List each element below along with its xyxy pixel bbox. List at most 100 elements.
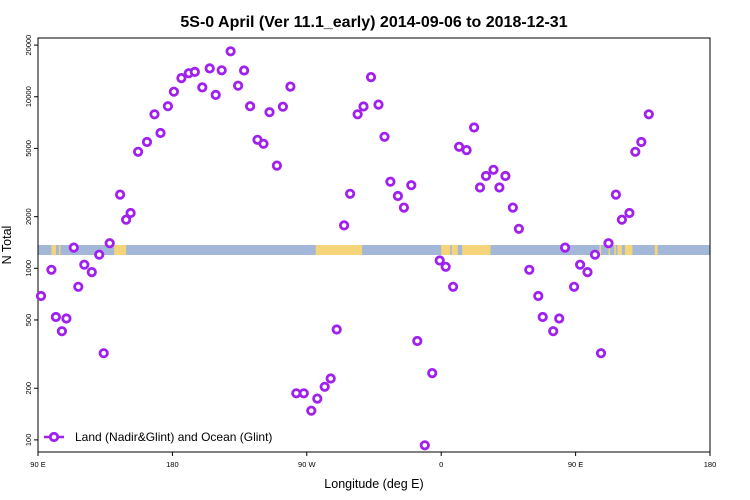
data-point	[574, 259, 586, 270]
y-tick-label: 2000	[24, 208, 33, 225]
data-point	[524, 264, 535, 275]
land-segment	[353, 245, 357, 255]
data-point	[285, 81, 296, 92]
ocean-band	[38, 245, 710, 255]
y-tick-label: 100	[24, 434, 33, 447]
land-segment	[52, 245, 56, 255]
land-segment	[617, 245, 622, 255]
land-segment	[614, 245, 616, 255]
data-point	[271, 160, 282, 171]
data-point	[500, 170, 511, 182]
x-tick-label: 180	[704, 460, 717, 469]
data-point	[385, 176, 396, 187]
data-point	[392, 190, 403, 202]
data-point	[398, 202, 409, 213]
x-tick-label: 0	[439, 460, 443, 469]
data-point	[258, 138, 269, 149]
data-point	[427, 367, 438, 379]
data-point	[149, 109, 160, 120]
data-point	[204, 63, 215, 74]
data-point	[406, 180, 417, 191]
data-point	[603, 238, 614, 249]
data-point	[210, 89, 221, 101]
data-point	[233, 80, 244, 91]
data-point	[507, 202, 519, 213]
land-segment	[624, 245, 631, 255]
x-tick-label: 90 E	[568, 460, 583, 469]
data-point	[197, 82, 208, 93]
data-point	[121, 214, 132, 225]
data-point	[319, 381, 330, 392]
y-tick-label: 1000	[24, 260, 33, 277]
land-segment	[351, 245, 354, 255]
data-point	[245, 101, 256, 112]
y-tick-label: 200	[24, 382, 33, 395]
y-tick-label: 500	[24, 314, 33, 327]
y-axis-ticks: 100 200 500 1000 2000 5000 10000 20000	[24, 35, 38, 446]
land-segment	[451, 245, 458, 255]
land-segment	[121, 245, 124, 255]
data-point	[331, 324, 342, 335]
land-segment	[441, 245, 451, 255]
data-points	[35, 46, 654, 451]
data-point	[312, 393, 323, 404]
data-point	[277, 101, 288, 112]
land-segment	[123, 245, 127, 255]
data-point	[630, 146, 641, 157]
data-point	[264, 107, 275, 118]
x-tick-label: 90 E	[30, 460, 45, 469]
data-point	[298, 388, 309, 399]
data-point	[168, 86, 179, 97]
data-point	[115, 189, 126, 200]
data-point	[325, 373, 336, 384]
data-point	[98, 348, 109, 359]
data-point	[595, 348, 607, 359]
data-point	[610, 189, 622, 200]
data-point	[365, 72, 377, 83]
data-point	[554, 313, 565, 324]
land-segment	[654, 245, 658, 255]
data-point	[189, 66, 200, 78]
data-point	[50, 311, 62, 323]
data-point	[162, 101, 173, 112]
data-point	[474, 182, 486, 193]
land-segment	[599, 245, 601, 255]
data-point	[636, 136, 647, 148]
data-point	[86, 266, 97, 278]
data-point	[239, 65, 250, 76]
x-tick-label: 90 W	[298, 460, 316, 469]
x-axis-title: Longitude (deg E)	[324, 477, 423, 491]
land-segment	[315, 245, 363, 255]
data-point	[461, 145, 472, 156]
data-point	[537, 311, 548, 323]
data-point	[624, 207, 635, 219]
data-point	[176, 73, 187, 84]
legend: Land (Nadir&Glint) and Ocean (Glint)	[44, 430, 272, 444]
data-point	[447, 281, 459, 292]
data-point	[468, 122, 480, 133]
data-point	[56, 326, 68, 337]
data-point	[104, 238, 115, 249]
data-point	[46, 264, 57, 275]
data-point	[533, 290, 544, 302]
data-point	[141, 136, 153, 148]
data-point	[412, 335, 423, 347]
data-point	[440, 261, 451, 272]
data-point	[133, 146, 144, 157]
land-segment	[51, 245, 53, 255]
land-segment	[608, 245, 610, 255]
land-ocean-band	[38, 245, 710, 255]
data-point	[125, 207, 136, 219]
data-point	[94, 249, 105, 260]
legend-label: Land (Nadir&Glint) and Ocean (Glint)	[75, 430, 272, 444]
y-axis-title: N Total	[0, 226, 14, 265]
data-point	[225, 46, 236, 57]
data-point	[68, 242, 79, 253]
data-point	[434, 255, 445, 266]
data-point	[494, 182, 505, 193]
data-point	[480, 170, 492, 182]
plot-frame	[37, 37, 711, 453]
data-point	[35, 290, 47, 302]
data-point	[373, 99, 384, 110]
land-segment	[462, 245, 491, 255]
